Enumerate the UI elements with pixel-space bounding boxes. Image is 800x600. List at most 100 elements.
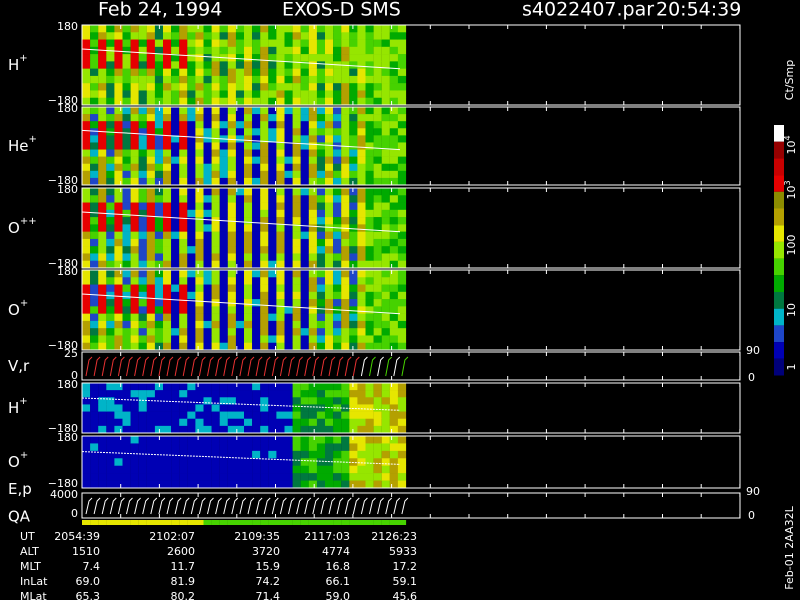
spectrogram-cell: [349, 397, 358, 405]
spectrogram-cell: [203, 404, 212, 412]
sawtooth: [369, 356, 376, 377]
spectrogram-cell: [333, 270, 342, 278]
spectrogram-cell: [90, 418, 99, 427]
spectrogram-cell: [252, 418, 261, 427]
spectrogram-cell: [195, 291, 204, 300]
spectrogram-cell: [244, 277, 253, 285]
spectrogram-cell: [341, 480, 350, 489]
spectrogram-cell: [219, 25, 228, 33]
spectrogram-cell: [106, 238, 115, 247]
spectrogram-cell: [227, 425, 236, 434]
spectrogram-cell: [171, 209, 180, 218]
spectrogram-cell: [244, 291, 253, 300]
spectrogram-cell: [252, 188, 261, 196]
spectrogram-cell: [82, 480, 91, 489]
spectrogram-cell: [276, 54, 285, 62]
spectrogram-cell: [146, 383, 155, 391]
spectrogram-cell: [146, 397, 155, 405]
spectrogram-cell: [90, 128, 99, 136]
spectrogram-cell: [333, 170, 342, 179]
spectrogram-cell: [90, 75, 99, 84]
spectrogram-cell: [82, 291, 91, 300]
spectrogram-cell: [114, 246, 123, 254]
spectrogram-cell: [195, 404, 204, 412]
spectrogram-cell: [252, 411, 261, 420]
spectrogram-cell: [171, 224, 180, 232]
spectrogram-cell: [244, 90, 253, 99]
panel-label-base: O: [8, 219, 20, 237]
spectrogram-cell: [381, 320, 390, 329]
spectrogram-cell: [268, 163, 277, 172]
spectrogram-cell: [122, 328, 131, 336]
spectrogram-cell: [114, 320, 123, 329]
spectrogram-cell: [341, 195, 350, 203]
spectrogram-cell: [187, 291, 196, 300]
spectrogram-cell: [154, 209, 164, 218]
spectrogram-cell: [268, 425, 277, 434]
spectrogram-cell: [146, 253, 155, 262]
spectrogram-cell: [244, 284, 253, 293]
spectrogram-cell: [381, 411, 390, 420]
spectrogram-cell: [381, 465, 390, 474]
spectrogram-cell: [82, 397, 91, 405]
spectrogram-cell: [211, 170, 220, 179]
spectrogram-cell: [171, 121, 180, 129]
spectrogram-cell: [316, 480, 326, 489]
y-tick-label: 180: [57, 431, 78, 444]
spectrogram-cell: [325, 284, 334, 293]
y-tick-label: −180: [48, 477, 78, 490]
spectrogram-cell: [235, 135, 245, 143]
spectrogram-cell: [163, 418, 172, 427]
spectrogram-cell: [260, 83, 269, 91]
spectrogram-cell: [195, 411, 204, 420]
spectrogram-cell: [122, 458, 131, 467]
spectrogram-cell: [106, 411, 115, 420]
spectrogram-cell: [106, 202, 115, 211]
sawtooth: [271, 497, 279, 515]
spectrogram-cell: [292, 404, 301, 412]
spectrogram-cell: [219, 418, 228, 427]
spectrogram-cell: [235, 107, 245, 115]
spectrogram-cell: [252, 97, 261, 106]
spectrogram-cell: [325, 25, 334, 33]
spectrogram-cell: [244, 465, 253, 474]
spectrogram-cell: [154, 121, 164, 129]
spectrogram-cell: [244, 107, 253, 115]
spectrogram-cell: [98, 195, 107, 203]
spectrogram-cell: [325, 397, 334, 405]
spectrogram-cell: [98, 418, 107, 427]
spectrogram-cell: [357, 397, 366, 405]
spectrogram-cell: [138, 61, 147, 69]
spectrogram-cell: [138, 335, 147, 344]
spectrogram-cell: [316, 224, 326, 232]
spectrogram-cell: [325, 246, 334, 254]
spectrogram-cell: [179, 90, 188, 99]
spectrogram-cell: [146, 156, 155, 165]
spectrogram-cell: [268, 436, 277, 444]
colorbar-swatch: [774, 342, 784, 359]
spectrogram-cell: [316, 61, 326, 69]
spectrogram-cell: [203, 465, 212, 474]
spectrogram-cell: [138, 443, 147, 452]
spectrogram-cell: [179, 390, 188, 398]
spectrogram-cell: [90, 54, 99, 62]
spectrogram-cell: [284, 383, 293, 391]
spectrogram-cell: [187, 177, 196, 186]
spectrogram-cell: [284, 231, 293, 240]
quality-cell: [179, 520, 188, 525]
quality-cell: [154, 520, 164, 525]
spectrogram-cell: [260, 25, 269, 33]
spectrogram-cell: [187, 436, 196, 444]
header-instrument: EXOS-D SMS: [282, 0, 401, 21]
spectrogram-cell: [171, 320, 180, 329]
spectrogram-cell: [154, 313, 164, 322]
spectrogram-cell: [341, 383, 350, 391]
spectrogram-cell: [276, 224, 285, 232]
spectrogram-cell: [389, 299, 398, 307]
spectrogram-cell: [244, 231, 253, 240]
spectrogram-cell: [106, 149, 115, 157]
spectrogram-cell: [308, 177, 317, 186]
spectrogram-cell: [333, 284, 342, 293]
sawtooth: [296, 497, 303, 515]
spectrogram-cell: [82, 121, 91, 129]
